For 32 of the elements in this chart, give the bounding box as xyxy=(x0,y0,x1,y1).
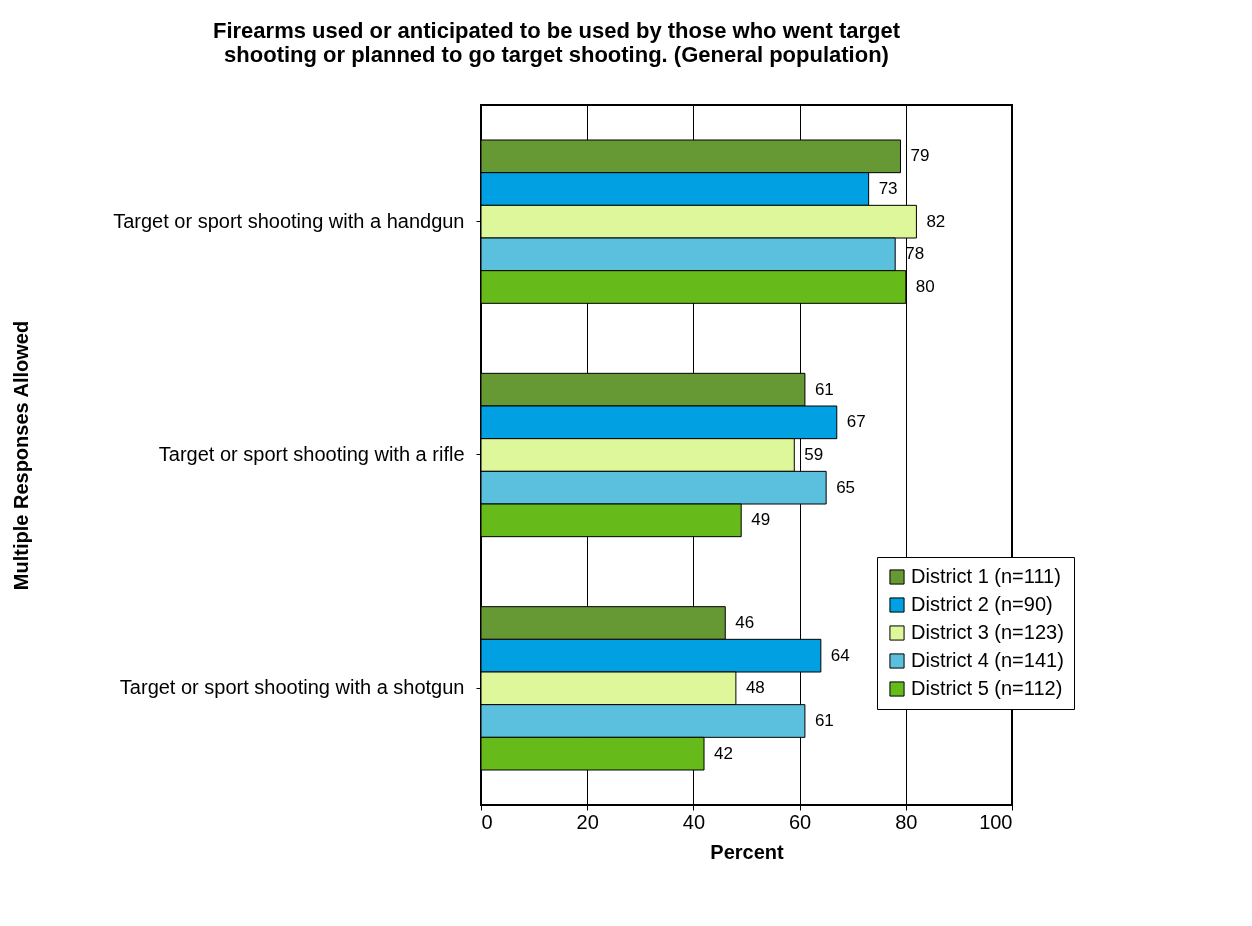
data-label: 64 xyxy=(830,645,850,665)
data-label: 61 xyxy=(814,379,834,399)
data-label: 61 xyxy=(814,711,834,730)
data-label: 49 xyxy=(751,510,771,530)
x-tick-label: 0 xyxy=(481,810,493,833)
y-tick-label: Target or sport shooting with a shotgun xyxy=(119,676,465,699)
legend-label: District 1 (n=111) xyxy=(911,565,1061,587)
chart-title: Firearms used or anticipated to be used by those who went target shooting or planned to go target shooting. (General population) xyxy=(212,18,901,67)
data-label: 78 xyxy=(905,244,925,264)
legend-label: District 5 (n=112) xyxy=(911,677,1063,699)
legend-label: District 4 (n=141) xyxy=(911,649,1064,671)
x-tick-label: 80 xyxy=(895,810,918,833)
x-tick-label: 20 xyxy=(576,810,599,833)
x-tick-label: 100 xyxy=(979,810,1013,833)
data-label: 73 xyxy=(878,179,898,198)
data-label: 79 xyxy=(910,146,930,166)
data-label: 59 xyxy=(804,445,824,464)
data-label: 67 xyxy=(846,412,866,432)
x-tick-label: 60 xyxy=(788,810,812,833)
data-label: 82 xyxy=(926,211,946,231)
data-label: 42 xyxy=(714,743,733,763)
data-label: 65 xyxy=(836,477,856,497)
legend-label: District 3 (n=123) xyxy=(911,621,1064,643)
y-tick-label: Target or sport shooting with a rifle xyxy=(158,443,465,465)
y-axis-title: Multiple Responses Allowed xyxy=(9,320,32,591)
data-label: 80 xyxy=(915,277,935,296)
x-axis-title: Percent xyxy=(710,840,785,863)
data-label: 48 xyxy=(745,678,765,698)
x-tick-label: 40 xyxy=(682,810,706,833)
y-tick-label: Target or sport shooting with a handgun xyxy=(113,209,465,232)
data-label: 46 xyxy=(735,613,755,632)
legend-label: District 2 (n=90) xyxy=(911,593,1053,615)
